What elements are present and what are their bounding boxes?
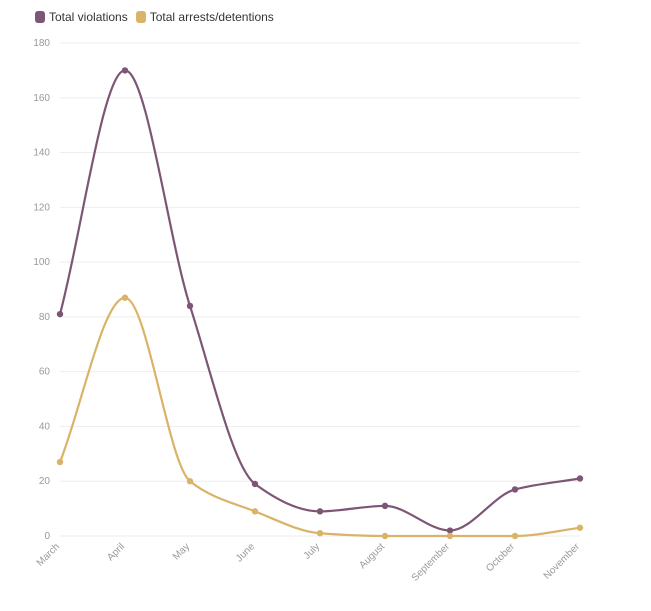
y-axis: 0 20 40 60 80 100 120 140 160 180 <box>33 38 50 542</box>
data-point-0-3[interactable] <box>251 480 259 488</box>
y-tick-label: 60 <box>39 367 51 378</box>
data-point-0-0[interactable] <box>56 310 64 318</box>
data-point-0-5[interactable] <box>381 502 389 510</box>
series-line-0 <box>58 69 581 532</box>
legend-item-arrests[interactable]: Total arrests/detentions <box>135 10 274 24</box>
y-tick-label: 180 <box>33 38 50 49</box>
x-tick-label: May <box>171 541 192 562</box>
data-point-1-2[interactable] <box>186 478 194 485</box>
legend-label-violations: Total violations <box>49 10 128 24</box>
data-point-1-8[interactable] <box>576 524 584 531</box>
y-tick-label: 20 <box>39 476 51 487</box>
data-point-1-3[interactable] <box>251 508 259 515</box>
legend-item-violations[interactable]: Total violations <box>35 10 128 24</box>
data-point-1-1[interactable] <box>121 294 129 301</box>
y-tick-label: 40 <box>39 421 51 432</box>
x-tick-label: October <box>484 541 517 574</box>
data-point-0-2[interactable] <box>186 302 194 310</box>
x-tick-label: July <box>302 541 322 561</box>
data-point-0-1[interactable] <box>121 67 129 74</box>
legend-swatch-violations <box>35 11 45 23</box>
data-point-1-6[interactable] <box>446 532 454 540</box>
data-point-0-8[interactable] <box>576 475 584 482</box>
y-tick-label: 100 <box>33 257 50 268</box>
legend-label-arrests: Total arrests/detentions <box>149 10 274 24</box>
data-point-1-4[interactable] <box>316 530 324 537</box>
y-tick-label: 0 <box>44 531 50 542</box>
data-point-1-5[interactable] <box>381 532 389 540</box>
data-point-0-4[interactable] <box>316 508 324 515</box>
y-tick-label: 120 <box>33 202 50 213</box>
x-tick-label: September <box>410 541 453 584</box>
series-group <box>56 67 584 540</box>
legend-swatch-arrests <box>135 11 146 23</box>
x-tick-label: June <box>234 541 257 564</box>
x-tick-label: March <box>35 541 62 568</box>
data-point-0-6[interactable] <box>446 527 454 534</box>
grid-lines <box>60 42 580 537</box>
y-tick-label: 80 <box>39 312 51 323</box>
x-axis: March April May June July August September Octo… <box>35 541 583 584</box>
chart-legend: Total violations Total arrests/detention… <box>35 10 282 24</box>
data-point-0-7[interactable] <box>511 486 519 493</box>
x-tick-label: November <box>542 541 583 582</box>
y-tick-label: 140 <box>33 148 50 159</box>
x-tick-label: August <box>357 541 387 571</box>
data-point-1-0[interactable] <box>56 458 64 466</box>
data-point-1-7[interactable] <box>511 532 519 540</box>
series-line-1 <box>58 296 581 538</box>
y-tick-label: 160 <box>33 93 50 104</box>
x-tick-label: April <box>105 541 127 563</box>
